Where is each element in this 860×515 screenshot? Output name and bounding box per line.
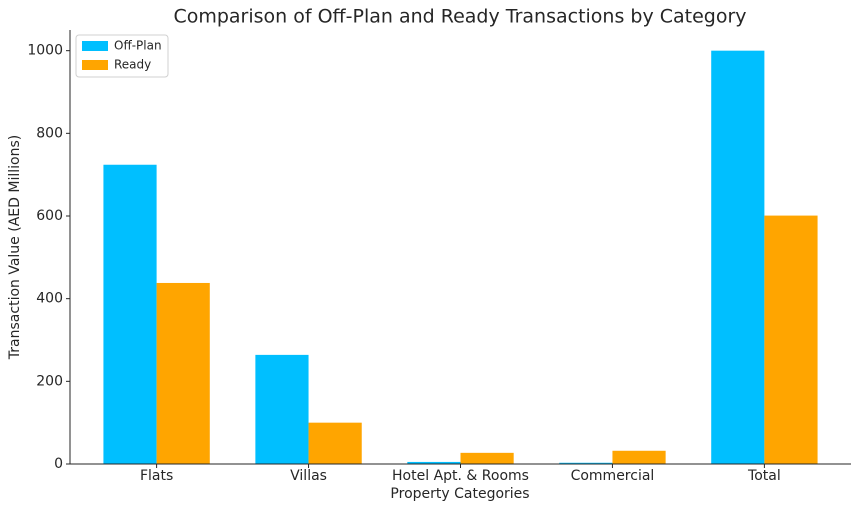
legend-label: Ready: [114, 58, 151, 72]
y-axis-label: Transaction Value (AED Millions): [7, 135, 23, 360]
bar: [255, 354, 309, 464]
y-tick-label: 200: [36, 373, 63, 389]
bar: [156, 282, 210, 464]
x-tick-label: Hotel Apt. & Rooms: [392, 468, 529, 484]
chart-title: Comparison of Off-Plan and Ready Transac…: [173, 6, 746, 28]
bar: [711, 50, 765, 465]
y-tick-label: 0: [54, 456, 63, 472]
bar: [407, 461, 461, 464]
x-tick-label: Commercial: [571, 468, 655, 484]
y-tick-label: 600: [36, 208, 63, 224]
x-tick-label: Total: [747, 468, 781, 484]
bar: [460, 452, 514, 464]
x-tick-label: Villas: [290, 468, 327, 484]
x-axis-label: Property Categories: [390, 486, 529, 502]
y-tick-label: 1000: [27, 43, 63, 59]
bar: [103, 164, 157, 464]
bar: [764, 215, 818, 464]
y-tick-label: 800: [36, 125, 63, 141]
x-tick-label: Flats: [140, 468, 173, 484]
bar: [559, 462, 613, 464]
y-tick-label: 400: [36, 291, 63, 307]
legend-swatch: [82, 41, 108, 51]
bar: [612, 450, 666, 464]
bar: [308, 422, 362, 464]
legend-label: Off-Plan: [114, 39, 162, 53]
legend-swatch: [82, 60, 108, 70]
